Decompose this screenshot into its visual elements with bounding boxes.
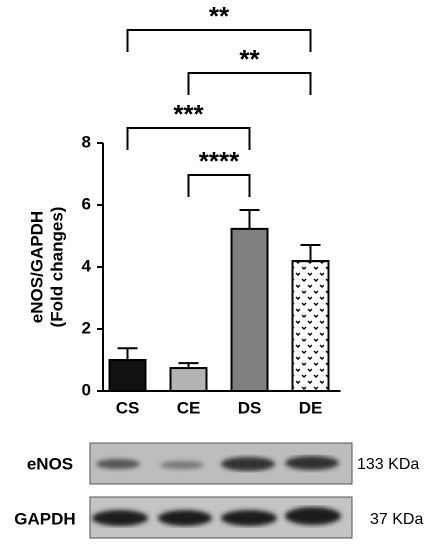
significance-bracket <box>126 29 312 52</box>
y-tick-label: 0 <box>82 380 91 399</box>
x-tick-label: CS <box>116 398 140 417</box>
significance-label: ** <box>209 1 230 31</box>
significance-bracket <box>126 127 251 150</box>
bar <box>169 367 208 392</box>
significance-bracket <box>187 174 251 197</box>
blot-label: GAPDH <box>14 509 75 528</box>
y-label-line: (Fold changes) <box>47 207 66 328</box>
y-tick-label: 8 <box>82 132 91 151</box>
bar <box>230 227 269 392</box>
blot-label: eNOS <box>27 454 73 473</box>
blot-size: 37 KDa <box>370 511 423 528</box>
significance-label: ** <box>239 44 260 74</box>
y-tick-label: 2 <box>82 318 91 337</box>
y-tick-label: 4 <box>82 256 92 275</box>
bar <box>108 359 147 392</box>
significance-label: *** <box>173 99 204 129</box>
blot-bands <box>92 507 341 526</box>
y-label-line: eNOS/GAPDH <box>27 211 46 323</box>
significance-bracket <box>187 72 312 95</box>
x-tick-label: CE <box>177 398 201 417</box>
blot-bands <box>96 456 339 471</box>
significance-label: **** <box>199 146 240 176</box>
x-tick-label: DS <box>238 398 262 417</box>
blot-size: 133 KDa <box>357 456 419 473</box>
y-axis-label: eNOS/GAPDH (Fold changes) <box>27 207 66 328</box>
bar-hatch <box>291 260 330 392</box>
blot: eNOS 133 KDa GAPDH 37 KDa <box>14 442 423 539</box>
x-tick-label: DE <box>299 398 323 417</box>
y-tick-label: 6 <box>82 194 91 213</box>
